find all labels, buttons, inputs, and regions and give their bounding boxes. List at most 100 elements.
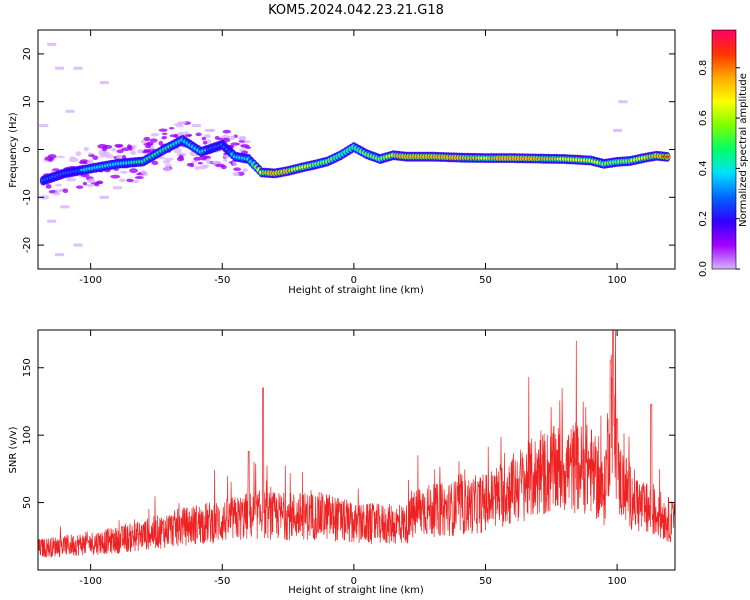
noise-patch <box>73 243 83 247</box>
spectrogram-x-axis-label: Height of straight line (km) <box>288 285 424 296</box>
colorbar-tick-label: 0.4 <box>698 160 709 176</box>
colorbar-fill <box>712 30 736 269</box>
x-tick-label: 50 <box>479 275 492 286</box>
spectrogram-cloud <box>86 183 95 187</box>
spectrogram-cloud <box>242 168 248 173</box>
noise-patch <box>73 66 83 70</box>
x-tick-label: 0 <box>351 576 357 587</box>
x-tick-label: 100 <box>608 576 627 587</box>
spectrogram-cloud <box>56 155 66 159</box>
spectrogram-cloud <box>238 136 246 140</box>
spectrogram-x-ticks: -100 -50 0 50 100 <box>79 30 627 286</box>
noise-patch <box>613 128 623 132</box>
noise-patch <box>47 219 57 223</box>
snr-y-axis-label: SNR (v/v) <box>8 426 19 473</box>
spectrogram-cloud <box>232 172 240 177</box>
spectrogram-cloud <box>145 141 154 146</box>
spectrogram-cloud <box>54 189 64 193</box>
y-tick-label: 0 <box>22 146 33 152</box>
spectrogram-cloud <box>127 145 133 151</box>
spectrogram-cloud <box>75 151 82 157</box>
spectrogram-cloud <box>178 121 184 126</box>
spectrogram-cloud <box>238 139 245 143</box>
spectrogram-cloud <box>150 132 159 137</box>
noise-patch <box>55 253 65 257</box>
y-tick-label: 20 <box>22 48 33 61</box>
spectrogram-cloud <box>99 153 107 158</box>
spectrogram-cloud <box>48 158 53 162</box>
spectrogram-cloud <box>198 165 208 170</box>
spectrogram-cloud <box>194 166 200 170</box>
spectrogram-cloud <box>186 162 193 167</box>
spectrogram-cloud <box>223 158 228 162</box>
spectrogram-cloud <box>222 129 231 134</box>
spectrogram-cloud <box>197 161 203 165</box>
noise-patch <box>191 124 201 128</box>
snr-series-line <box>38 330 675 558</box>
spectrogram-cloud <box>111 147 117 152</box>
snr-x-ticks: -100 -50 0 50 100 <box>79 330 627 587</box>
colorbar-label: Normalized spectral amplitude <box>738 73 749 227</box>
x-tick-label: 100 <box>608 275 627 286</box>
noise-patch <box>618 100 628 104</box>
spectrogram-cloud <box>92 155 99 161</box>
spectrogram-cloud <box>184 134 192 137</box>
x-tick-label: -50 <box>214 576 230 587</box>
spectrogram-cloud <box>176 156 185 162</box>
spectrogram-cloud <box>245 146 252 150</box>
spectrogram-cloud <box>233 167 242 171</box>
spectrogram-cloud <box>134 175 144 180</box>
noise-patch <box>60 205 70 209</box>
noise-patch <box>99 195 109 199</box>
spectrogram-cloud <box>88 152 93 155</box>
y-tick-label: 50 <box>22 496 33 509</box>
spectrogram-y-ticks: -20 -10 0 10 20 <box>22 48 675 253</box>
spectrogram-cloud <box>110 174 121 179</box>
spectrogram-cloud <box>175 125 185 128</box>
ridge-core <box>664 155 670 159</box>
spectrogram-cloud <box>82 181 88 186</box>
spectrogram-cloud <box>164 157 174 161</box>
spectrogram-cloud <box>158 128 168 132</box>
spectrogram-cloud <box>140 170 147 175</box>
spectrogram-cloud <box>66 177 77 182</box>
x-tick-label: -100 <box>79 576 102 587</box>
spectrogram-cloud <box>189 151 195 156</box>
spectrogram-cloud <box>228 161 234 164</box>
spectrogram-cloud <box>83 147 89 152</box>
noise-patch <box>47 42 57 46</box>
spectrogram-cloud <box>97 143 108 149</box>
spectrogram-cloud <box>68 157 79 163</box>
snr-frame <box>37 329 676 571</box>
spectrogram-cloud <box>76 185 84 189</box>
spectrogram-cloud <box>116 149 124 154</box>
spectrogram-cloud <box>162 160 171 164</box>
spectrogram-cloud <box>45 184 52 189</box>
spectrogram-cloud <box>161 135 168 140</box>
colorbar-frame <box>711 29 737 270</box>
colorbar-ticks: 0.0 0.2 0.4 0.6 0.8 <box>698 60 740 277</box>
spectrogram-cloud <box>215 163 225 168</box>
x-tick-label: 50 <box>479 576 492 587</box>
spectrogram-cloud <box>169 127 175 130</box>
colorbar: 0.0 0.2 0.4 0.6 0.8 Normalized spectral ampl… <box>698 29 749 277</box>
spectrogram-cloud <box>149 138 158 143</box>
spectrogram-cloud <box>202 140 208 145</box>
spectrogram-cloud <box>208 128 216 132</box>
snr-marks <box>38 330 675 558</box>
spectrogram-cloud <box>164 163 173 167</box>
figure-title: KOM5.2024.042.23.21.G18 <box>268 3 444 18</box>
spectrogram-cloud <box>163 166 171 172</box>
spectrogram-cloud <box>140 139 147 144</box>
snr-x-axis-label: Height of straight line (km) <box>288 585 424 596</box>
spectrogram-cloud <box>88 178 95 183</box>
spectrogram-cloud <box>161 132 168 136</box>
x-tick-label: -100 <box>79 275 102 286</box>
spectrogram-cloud <box>230 142 241 146</box>
spectrogram-cloud <box>142 150 150 154</box>
y-tick-label: -10 <box>22 189 33 205</box>
spectrogram-cloud <box>126 178 134 183</box>
spectrogram-cloud <box>217 137 223 141</box>
